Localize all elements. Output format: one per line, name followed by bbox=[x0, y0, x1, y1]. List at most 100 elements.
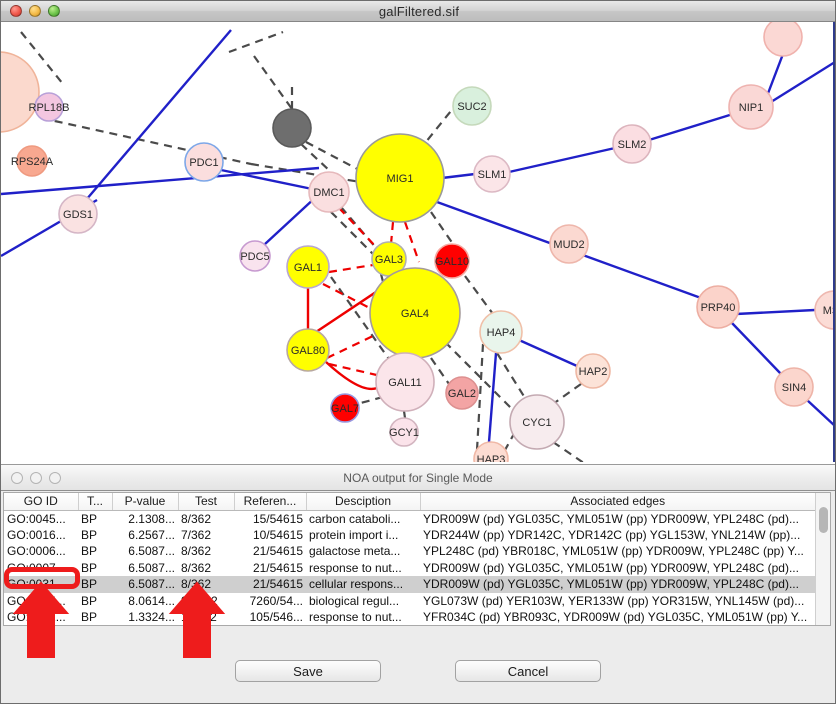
network-node-gal4[interactable] bbox=[369, 267, 461, 359]
noa-close-button[interactable] bbox=[11, 471, 23, 484]
network-node-rps24a[interactable] bbox=[16, 145, 48, 177]
network-node-dmc1[interactable] bbox=[308, 171, 350, 213]
network-node-slm2[interactable] bbox=[612, 124, 652, 164]
table-row[interactable]: GO:0031... BP 6.5087... 8/362 21/54615 cellul… bbox=[4, 576, 815, 593]
network-node-slm1[interactable] bbox=[473, 155, 511, 193]
network-node-msl[interactable] bbox=[814, 290, 835, 330]
cell-go-id: GO:0045... bbox=[7, 511, 66, 526]
cell-description: carbon cataboli... bbox=[309, 511, 401, 526]
cancel-button[interactable]: Cancel bbox=[455, 660, 601, 682]
table-header-row: GO ID T... P-value Test Referen... Desci… bbox=[4, 493, 815, 511]
network-node-gal2[interactable] bbox=[445, 376, 479, 410]
noa-minimize-button[interactable] bbox=[30, 471, 42, 484]
network-node-n-topright[interactable] bbox=[763, 22, 803, 57]
network-node-hap3[interactable] bbox=[473, 441, 509, 462]
network-node-gal11[interactable] bbox=[375, 352, 435, 412]
network-node-cyc1[interactable] bbox=[509, 394, 565, 450]
cell-type: BP bbox=[81, 511, 98, 526]
cell-description: biological regul... bbox=[309, 593, 400, 608]
cell-description: response to nut... bbox=[309, 560, 402, 575]
cell-type: BP bbox=[81, 560, 98, 575]
network-node-suc2[interactable] bbox=[452, 86, 492, 126]
cell-p-value: 8.0614... bbox=[128, 593, 175, 608]
cell-reference: 21/54615 bbox=[234, 576, 306, 593]
minimize-button[interactable] bbox=[29, 5, 41, 17]
cell-p-value: 2.1308... bbox=[128, 511, 175, 526]
network-node-pdc1[interactable] bbox=[184, 142, 224, 182]
network-node-sin4[interactable] bbox=[774, 367, 814, 407]
cell-description: galactose meta... bbox=[309, 544, 401, 559]
column-header-description[interactable]: Desciption bbox=[306, 493, 421, 511]
table-row[interactable]: GO:0007... BP 6.5087... 8/362 21/54615 respon… bbox=[4, 560, 815, 577]
cell-associated-edges: YDR244W (pp) YDR142C, YDR142C (pp) YGL15… bbox=[423, 527, 801, 542]
cell-description: cellular respons... bbox=[306, 576, 420, 593]
cell-test: 8/362 bbox=[181, 560, 212, 575]
network-node-mud2[interactable] bbox=[549, 224, 589, 264]
table-row[interactable]: GO:0006... BP 6.5087... 8/362 21/54615 galact… bbox=[4, 543, 815, 560]
network-node-rpl18b[interactable] bbox=[34, 92, 64, 122]
table-row[interactable]: GO:0031... BP 1.3324... 11/362 105/546... res… bbox=[4, 609, 815, 625]
cell-test: 11/362 bbox=[181, 610, 217, 625]
cell-test: 94/362 bbox=[181, 593, 218, 608]
network-node-gal7[interactable] bbox=[330, 393, 360, 423]
cell-go-id: GO:0006... bbox=[7, 544, 66, 559]
cell-test: 8/362 bbox=[181, 544, 212, 559]
column-header-p-value[interactable]: P-value bbox=[112, 493, 179, 511]
cell-associated-edges: YGL073W (pd) YER103W, YER133W (pp) YOR31… bbox=[423, 593, 805, 608]
zoom-button[interactable] bbox=[48, 5, 60, 17]
network-node-hap2[interactable] bbox=[575, 353, 611, 389]
column-header-go-id[interactable]: GO ID bbox=[4, 493, 79, 511]
network-node-nip1[interactable] bbox=[728, 84, 774, 130]
column-header-test[interactable]: Test bbox=[178, 493, 235, 511]
noa-panel-title: NOA output for Single Mode bbox=[343, 470, 493, 485]
table-vertical-scrollbar[interactable] bbox=[815, 493, 830, 625]
network-node-prp40[interactable] bbox=[696, 285, 740, 329]
scrollbar-thumb[interactable] bbox=[819, 507, 828, 533]
close-button[interactable] bbox=[10, 5, 22, 17]
cell-associated-edges: YPL248C (pd) YBR018C, YML051W (pp) YDR00… bbox=[423, 544, 804, 559]
table-row[interactable]: GO:0045... BP 2.1308... 8/362 15/54615 carbon… bbox=[4, 510, 815, 527]
cell-associated-edges: YDR009W (pd) YGL035C, YML051W (pp) YDR00… bbox=[423, 511, 799, 526]
cell-reference: 105/546... bbox=[249, 610, 303, 625]
cell-reference: 10/54615 bbox=[252, 527, 303, 542]
column-header-associated-edges[interactable]: Associated edges bbox=[420, 493, 815, 511]
cell-type: BP bbox=[78, 576, 112, 593]
cell-reference: 15/54615 bbox=[252, 511, 303, 526]
noa-output-panel: NOA output for Single Mode GO ID T... P-… bbox=[1, 464, 835, 703]
dialog-button-row: Save Cancel bbox=[1, 651, 835, 691]
noa-results-table[interactable]: GO ID T... P-value Test Referen... Desci… bbox=[4, 493, 815, 625]
network-canvas[interactable]: RPL18B RPS24A GDS1 PDC1 PDC5 DMC1 MIG1 SUC2 SLM1… bbox=[1, 22, 835, 462]
cell-test: 8/362 bbox=[181, 511, 212, 526]
save-button[interactable]: Save bbox=[235, 660, 381, 682]
cell-description: protein import i... bbox=[309, 527, 399, 542]
network-node-pdc5[interactable] bbox=[239, 240, 271, 272]
cell-go-id: GO:0031... bbox=[4, 576, 78, 593]
cell-reference: 21/54615 bbox=[252, 544, 303, 559]
column-header-type[interactable]: T... bbox=[78, 493, 113, 511]
network-node-n-big-pink[interactable] bbox=[1, 51, 40, 133]
network-nodes[interactable]: RPL18BRPS24AGDS1PDC1PDC5DMC1MIG1SUC2SLM1… bbox=[1, 22, 835, 462]
noa-window-controls bbox=[1, 471, 61, 484]
cell-go-id: GO:0016... bbox=[7, 527, 66, 542]
window-titlebar: galFiltered.sif bbox=[1, 1, 835, 22]
network-node-gal10[interactable] bbox=[434, 243, 470, 279]
network-node-gal1[interactable] bbox=[286, 245, 330, 289]
table-row[interactable]: GO:0016... BP 6.2567... 7/362 10/54615 protei… bbox=[4, 527, 815, 544]
network-node-gal80[interactable] bbox=[286, 328, 330, 372]
network-node-gcy1[interactable] bbox=[389, 417, 419, 447]
cell-type: BP bbox=[81, 593, 98, 608]
cell-type: BP bbox=[81, 610, 98, 625]
column-header-reference[interactable]: Referen... bbox=[234, 493, 307, 511]
cell-p-value: 6.5087... bbox=[128, 544, 175, 559]
network-edges-red-dashed bbox=[322, 207, 421, 378]
table-body: GO:0045... BP 2.1308... 8/362 15/54615 carbon… bbox=[4, 510, 815, 625]
noa-zoom-button[interactable] bbox=[49, 471, 61, 484]
window-controls bbox=[1, 5, 60, 17]
network-node-n-gray[interactable] bbox=[272, 108, 312, 148]
table-row[interactable]: GO:0065... BP 8.0614... 94/362 7260/54... bio… bbox=[4, 593, 815, 610]
network-node-hap4[interactable] bbox=[479, 310, 523, 354]
network-node-gds1[interactable] bbox=[58, 194, 98, 234]
network-node-mig1[interactable] bbox=[355, 133, 445, 223]
noa-titlebar: NOA output for Single Mode bbox=[1, 465, 835, 491]
cell-go-id: GO:0031... bbox=[7, 610, 66, 625]
